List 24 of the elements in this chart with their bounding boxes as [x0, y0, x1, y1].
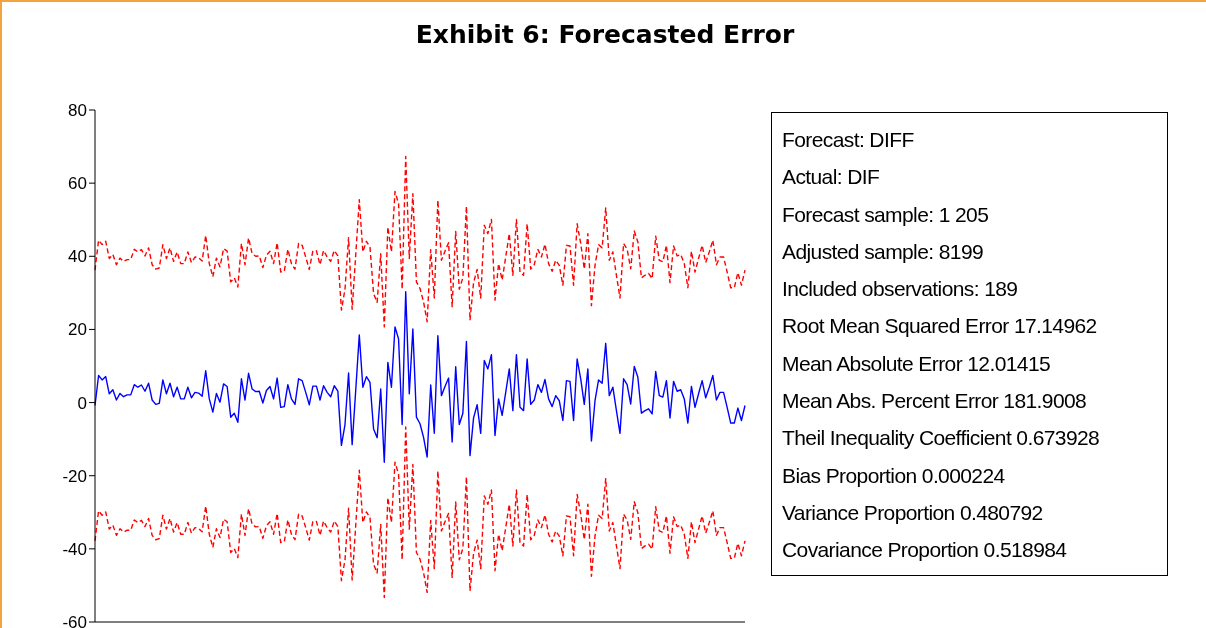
y-tick-label: 80 — [68, 101, 87, 121]
line-series — [94, 426, 746, 599]
text: Root Mean Squared Error 17.14962 — [782, 313, 1098, 340]
text: Bias Proportion 0.000224 — [782, 462, 1006, 489]
y-tick-label: 20 — [68, 320, 87, 340]
text: Covariance Proportion 0.518984 — [782, 537, 1068, 564]
y-tick-label: 60 — [68, 174, 87, 194]
y-tick-label: -20 — [62, 466, 87, 486]
y-tick-label: -40 — [62, 539, 87, 559]
text: Adjusted sample: 8199 — [782, 238, 985, 265]
text: Forecast: DIFF — [782, 127, 915, 153]
chart-title: Exhibit 6: Forecasted Error — [414, 20, 796, 49]
text: Actual: DIF — [782, 164, 881, 191]
line-series — [94, 291, 746, 463]
y-tick-label: 0 — [77, 393, 87, 413]
y-tick-label: 40 — [68, 247, 87, 267]
text: Forecast sample: 1 205 — [782, 201, 990, 228]
text: Included observations: 189 — [782, 276, 1019, 303]
text: Variance Proportion 0.480792 — [782, 499, 1044, 526]
y-tick-label: -60 — [62, 613, 87, 628]
text: Mean Abs. Percent Error 181.9008 — [782, 388, 1088, 415]
line-series — [94, 155, 746, 328]
text: Mean Absolute Error 12.01415 — [782, 350, 1052, 377]
text: Theil Inequality Coefficient 0.673928 — [782, 425, 1101, 452]
